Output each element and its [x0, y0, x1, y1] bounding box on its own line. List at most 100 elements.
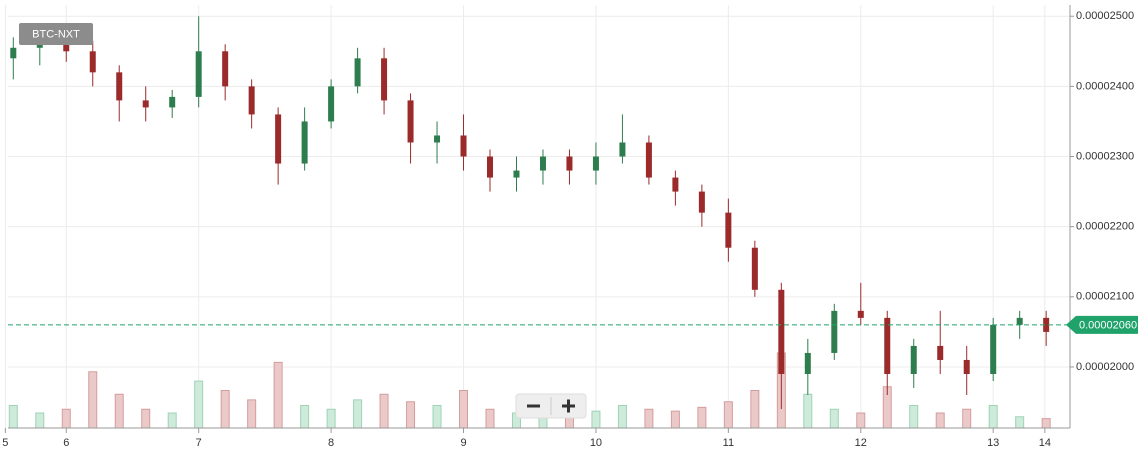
- volume-bar: [406, 401, 416, 429]
- candle-body: [645, 142, 652, 178]
- candle-layer: [10, 16, 1050, 410]
- candle-body: [698, 191, 705, 213]
- volume-layer: [8, 352, 1051, 429]
- x-tick-label: 7: [196, 437, 202, 449]
- volume-bar: [856, 412, 866, 429]
- volume-bar: [114, 393, 124, 429]
- volume-bar: [723, 401, 733, 429]
- volume-bar: [988, 405, 998, 429]
- candle-body: [434, 135, 441, 143]
- volume-bar: [697, 406, 707, 429]
- x-tick-label: 10: [590, 437, 602, 449]
- candle-body: [751, 247, 758, 290]
- symbol-badge: [19, 23, 93, 45]
- candle-body: [142, 100, 149, 108]
- y-tick-label: 0.00002200: [1076, 221, 1134, 233]
- candle-body: [10, 47, 17, 59]
- volume-bar: [829, 408, 839, 429]
- volume-bar: [644, 408, 654, 429]
- candle-body: [1016, 317, 1023, 325]
- candle-body: [831, 310, 838, 353]
- candle-body: [725, 212, 732, 248]
- volume-bar: [432, 405, 442, 429]
- zoom-control: [515, 393, 587, 419]
- volume-bar: [1041, 418, 1051, 429]
- candle-body: [778, 289, 785, 374]
- volume-bar: [750, 390, 760, 429]
- last-price-label: 0.00002060: [1079, 319, 1137, 331]
- axes: 0.00002000 0.00002100 0.00002200 0.00002300…: [2, 10, 1134, 449]
- candle-body: [460, 135, 467, 157]
- x-tick-label: 12: [855, 437, 867, 449]
- last-price-marker: [1066, 315, 1138, 334]
- volume-bar: [61, 408, 71, 429]
- candle-body: [990, 324, 997, 374]
- candle-body: [63, 44, 70, 52]
- y-tick-label: 0.00002000: [1076, 361, 1134, 373]
- x-tick-label: 9: [460, 437, 466, 449]
- volume-bar: [379, 393, 389, 429]
- volume-bar: [617, 405, 627, 429]
- volume-bar: [803, 393, 813, 429]
- candle-body: [937, 345, 944, 360]
- volume-bar: [88, 371, 98, 429]
- y-tick-label: 0.00002500: [1076, 10, 1134, 22]
- candle-body: [513, 170, 520, 178]
- x-tick-label: 11: [723, 437, 734, 449]
- volume-bar: [485, 408, 495, 429]
- zoom-in-button[interactable]: [562, 399, 575, 413]
- candle-body: [884, 317, 891, 374]
- volume-bar: [194, 380, 204, 429]
- volume-bar: [670, 410, 680, 429]
- x-tick-label: 5: [2, 437, 8, 449]
- symbol-label: BTC-NXT: [32, 28, 80, 40]
- x-tick-label: 13: [987, 437, 999, 449]
- candle-body: [963, 359, 970, 374]
- candle-body: [857, 310, 864, 318]
- candle-body: [619, 142, 626, 157]
- volume-bar: [167, 412, 177, 429]
- volume-bar: [962, 408, 972, 429]
- volume-bar: [459, 390, 469, 429]
- y-tick-label: 0.00002100: [1076, 291, 1134, 303]
- volume-bar: [35, 412, 45, 429]
- y-tick-label: 0.00002300: [1076, 150, 1134, 162]
- x-tick-label: 6: [63, 437, 69, 449]
- candle-body: [222, 51, 229, 87]
- candle-body: [36, 44, 43, 48]
- candle-body: [566, 156, 573, 171]
- candle-body: [169, 96, 176, 108]
- candle-body: [910, 345, 917, 374]
- candle-body: [89, 51, 96, 73]
- candle-body: [487, 156, 494, 178]
- y-tick-label: 0.00002400: [1076, 80, 1134, 92]
- candle-body: [301, 121, 308, 164]
- candle-body: [672, 177, 679, 192]
- candle-body: [354, 58, 361, 87]
- volume-bar: [591, 410, 601, 429]
- volume-bar: [353, 399, 363, 429]
- volume-bar: [935, 412, 945, 429]
- x-tick-label: 8: [328, 437, 334, 449]
- candle-body: [381, 58, 388, 101]
- candle-body: [248, 86, 255, 115]
- volume-bar: [273, 361, 283, 429]
- candle-body: [804, 352, 811, 374]
- volume-bar: [909, 405, 919, 429]
- candle-body: [195, 51, 202, 97]
- candle-body: [592, 156, 599, 171]
- volume-bar: [220, 390, 230, 429]
- volume-bar: [326, 408, 336, 429]
- volume-bar: [141, 408, 151, 429]
- candle-body: [275, 114, 282, 164]
- candle-body: [407, 100, 414, 143]
- volume-bar: [247, 399, 257, 429]
- candle-body: [539, 156, 546, 171]
- candle-body: [1043, 317, 1050, 332]
- candle-body: [328, 86, 335, 122]
- volume-bar: [8, 405, 18, 429]
- x-tick-label: 14: [1039, 437, 1051, 449]
- grid: [4, 5, 1070, 428]
- volume-bar: [1015, 416, 1025, 429]
